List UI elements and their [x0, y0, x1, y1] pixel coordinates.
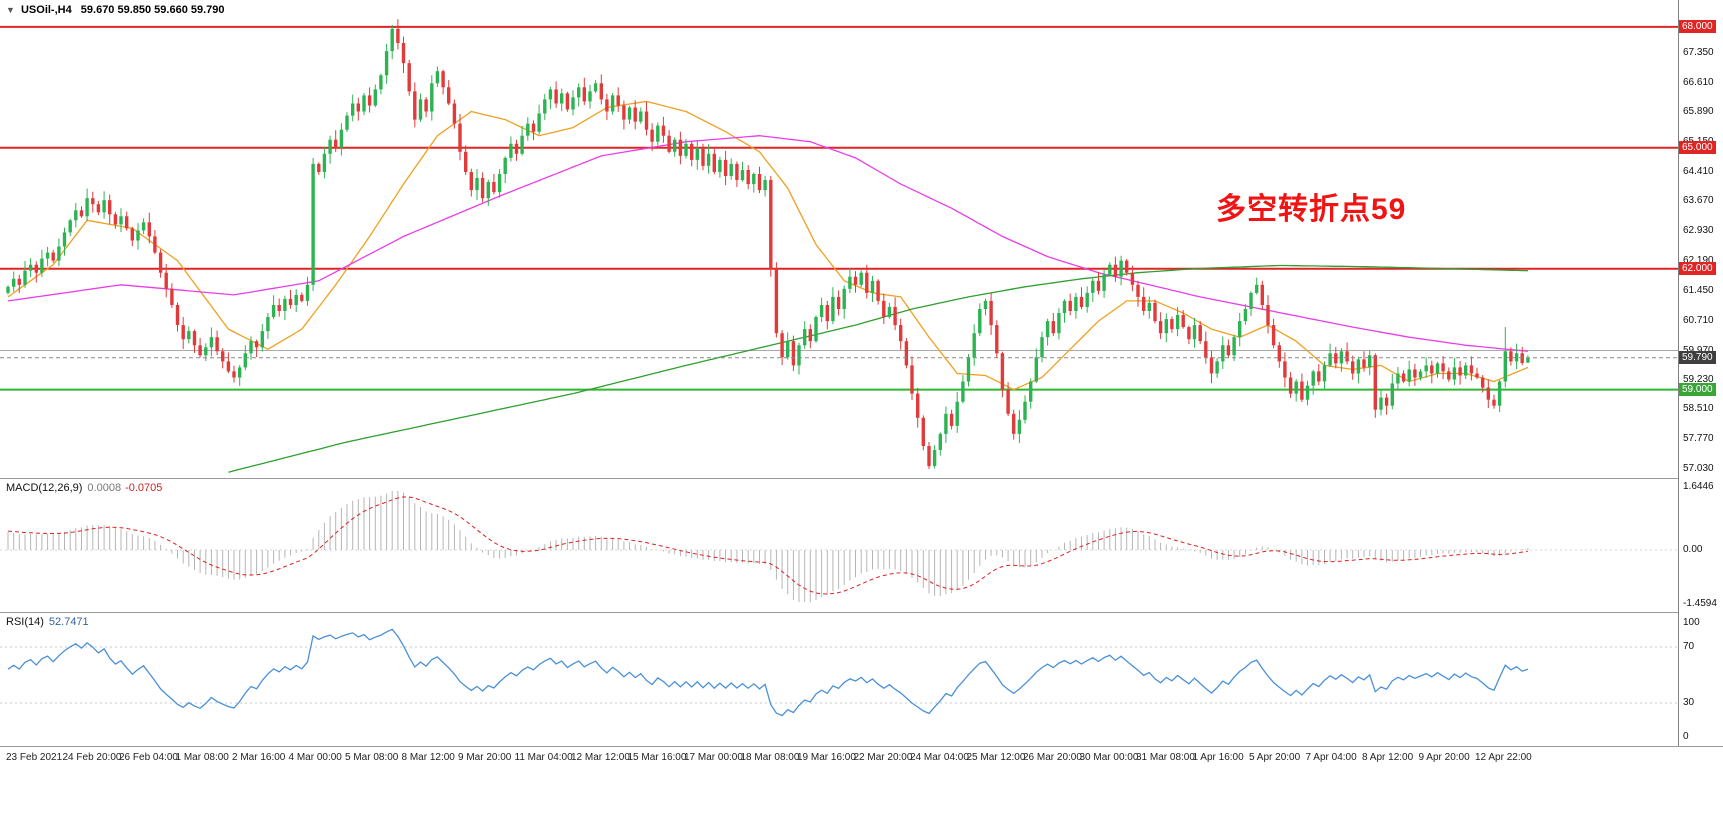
rsi-axis-label: 100 — [1683, 617, 1700, 628]
time-label: 24 Feb 20:00 — [62, 752, 122, 763]
price-plot[interactable] — [0, 0, 1678, 478]
panel-separator-rsi[interactable] — [0, 612, 1723, 613]
price-tick: 66.610 — [1683, 76, 1714, 88]
time-label: 25 Mar 12:00 — [966, 752, 1026, 763]
candles — [6, 19, 1530, 469]
symbol-label: USOil-,H4 — [20, 4, 72, 16]
price-tick: 58.510 — [1683, 403, 1714, 415]
time-label: 11 Mar 04:00 — [514, 752, 573, 763]
macd-panel[interactable]: MACD(12,26,9) 0.0008 -0.0705 — [0, 479, 1678, 612]
macd-histogram — [7, 490, 1529, 603]
rsi-panel[interactable]: RSI(14) 52.7471 — [0, 613, 1678, 746]
time-label: 5 Apr 20:00 — [1249, 752, 1301, 763]
rsi-plot — [0, 628, 1678, 717]
price-panel[interactable]: ▼ USOil-,H4 59.670 59.850 59.660 59.790 … — [0, 0, 1678, 478]
rsi-line — [7, 628, 1529, 717]
time-label: 19 Mar 16:00 — [797, 752, 856, 763]
price-tick: 57.770 — [1683, 433, 1714, 445]
time-label: 24 Mar 04:00 — [910, 752, 969, 763]
time-label: 12 Apr 22:00 — [1475, 752, 1532, 763]
price-tick: 59.230 — [1683, 374, 1714, 386]
price-tick: 64.410 — [1683, 165, 1714, 177]
rsi-value: 52.7471 — [48, 616, 89, 628]
macd-main-value: 0.0008 — [87, 482, 122, 494]
time-label: 8 Mar 12:00 — [401, 752, 455, 763]
macd-axis-label: 1.6446 — [1683, 481, 1714, 492]
macd-axis-label: 0.00 — [1683, 544, 1703, 555]
price-tick: 60.710 — [1683, 314, 1714, 326]
macd-axis-label: -1.4594 — [1683, 598, 1717, 609]
rsi-axis-label: 0 — [1683, 731, 1689, 742]
collapse-icon[interactable]: ▼ — [6, 5, 15, 15]
time-label: 31 Mar 08:00 — [1136, 752, 1195, 763]
time-label: 2 Mar 16:00 — [232, 752, 286, 763]
price-tick: 57.030 — [1683, 463, 1714, 474]
price-badge-65.000: 65.000 — [1679, 140, 1716, 154]
macd-signal-value: -0.0705 — [125, 482, 163, 494]
current-price-badge: 59.790 — [1679, 350, 1716, 364]
ma-mid-magenta — [7, 135, 1528, 352]
time-axis[interactable]: 23 Feb 2021 24 Feb 20:00 26 Feb 04:00 1 Mar… — [0, 746, 1723, 771]
time-label: 1 Apr 16:00 — [1192, 752, 1244, 763]
time-label: 5 Mar 08:00 — [345, 752, 399, 763]
time-label: 22 Mar 20:00 — [853, 752, 913, 763]
price-tick: 61.450 — [1683, 284, 1714, 296]
time-label: 26 Feb 04:00 — [119, 752, 178, 763]
price-tick: 67.350 — [1683, 47, 1714, 59]
price-badge-68.000: 68.000 — [1679, 19, 1716, 33]
price-tick: 63.670 — [1683, 195, 1714, 207]
time-label: 17 Mar 00:00 — [684, 752, 743, 763]
price-tick: 65.890 — [1683, 105, 1714, 117]
rsi-axis-label: 30 — [1683, 697, 1695, 708]
rsi-name: RSI(14) — [6, 616, 44, 628]
macd-signal-line — [7, 496, 1528, 595]
time-label: 9 Apr 20:00 — [1418, 752, 1470, 763]
rsi-axis-label: 70 — [1683, 641, 1695, 652]
price-tick: 62.190 — [1683, 255, 1714, 266]
price-badge-62.000: 62.000 — [1679, 261, 1716, 275]
time-label: 18 Mar 08:00 — [740, 752, 800, 763]
rsi-label: RSI(14) 52.7471 — [6, 616, 89, 628]
panel-separator-macd[interactable] — [0, 478, 1723, 479]
price-badge-59.000: 59.000 — [1679, 382, 1716, 396]
time-label: 4 Mar 00:00 — [288, 752, 342, 763]
macd-label: MACD(12,26,9) 0.0008 -0.0705 — [6, 482, 162, 494]
time-label: 1 Mar 08:00 — [175, 752, 229, 763]
price-axis[interactable]: 67.35066.61065.89065.15064.41063.67062.9… — [1678, 0, 1723, 746]
ma-slow-green — [228, 264, 1528, 473]
time-label: 8 Apr 12:00 — [1362, 752, 1414, 763]
time-label: 15 Mar 16:00 — [627, 752, 687, 763]
time-label: 12 Mar 12:00 — [571, 752, 630, 763]
annotation-text[interactable]: 多空转折点59 — [1216, 193, 1407, 226]
macd-plot — [0, 490, 1678, 603]
price-tick: 62.930 — [1683, 225, 1714, 237]
macd-name: MACD(12,26,9) — [6, 482, 83, 494]
time-label: 7 Apr 04:00 — [1305, 752, 1357, 763]
ohlc-values: 59.670 59.850 59.660 59.790 — [80, 4, 225, 16]
price-tick: 59.970 — [1683, 345, 1714, 356]
time-label: 30 Mar 00:00 — [1079, 752, 1139, 763]
chart-title: ▼ USOil-,H4 59.670 59.850 59.660 59.790 — [6, 4, 225, 16]
time-label: 23 Feb 2021 — [6, 752, 63, 763]
time-label: 9 Mar 20:00 — [458, 752, 512, 763]
time-label: 26 Mar 20:00 — [1023, 752, 1082, 763]
